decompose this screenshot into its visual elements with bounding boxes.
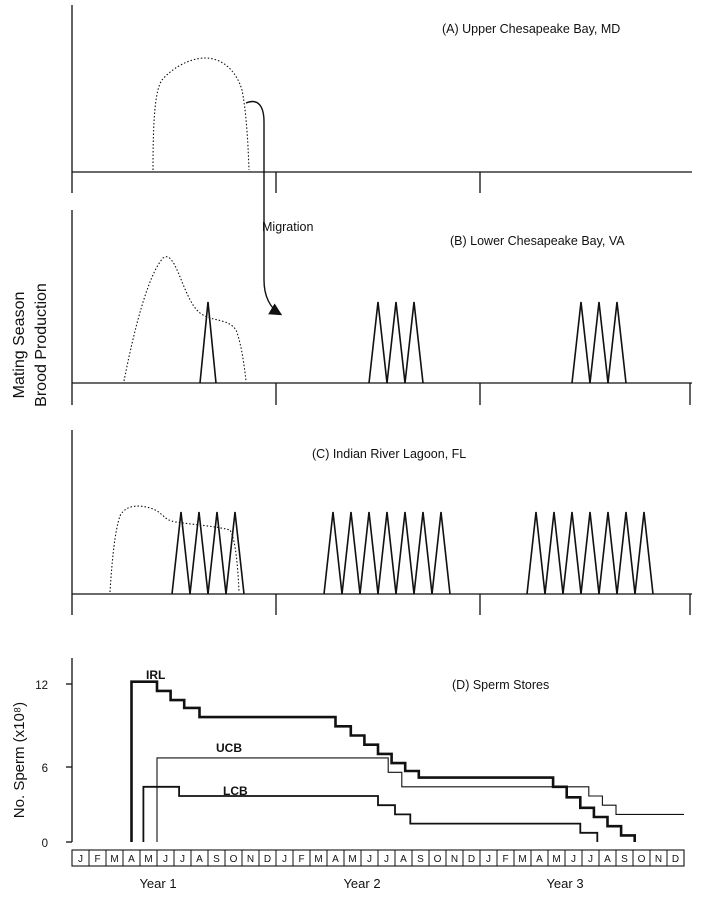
month-label: J [282, 854, 287, 865]
panel-b-title: (B) Lower Chesapeake Bay, VA [450, 234, 625, 248]
series-irl-label: IRL [146, 668, 165, 682]
panel-d-y-tick-label-6: 6 [42, 763, 48, 775]
month-ticks [88, 850, 668, 866]
month-label: O [434, 854, 442, 865]
migration-label: Migration [262, 220, 313, 234]
panel-c-brood-peak-y2-4 [377, 511, 397, 595]
panel-b-brood-peak-y3-3 [607, 301, 627, 384]
month-label: A [332, 854, 339, 865]
shared-ylabel-line2: Brood Production [33, 283, 50, 407]
panel-b-mating-season-curve [123, 256, 247, 382]
month-label: M [552, 854, 560, 865]
month-label: J [180, 854, 185, 865]
month-label: N [451, 854, 458, 865]
panel-c-brood-peak-y2-6 [413, 511, 433, 595]
month-label: A [400, 854, 407, 865]
panel-a: (A) Upper Chesapeake Bay, MD [71, 5, 692, 193]
month-label: O [230, 854, 238, 865]
migration-arrow [245, 100, 283, 316]
month-label: M [110, 854, 118, 865]
year-label-2: Year 2 [343, 876, 380, 891]
month-label: A [536, 854, 543, 865]
panel-d-ylabel: No. Sperm (x10⁸) [11, 702, 28, 818]
panel-c-brood-peak-y1-3 [207, 511, 227, 595]
series-lcb-label: LCB [223, 784, 248, 798]
series-ucb-label: UCB [216, 741, 242, 755]
panel-c-brood-peak-y2-2 [341, 511, 361, 595]
panel-c-title: (C) Indian River Lagoon, FL [312, 447, 466, 461]
panel-c-brood-peak-y2-3 [359, 511, 379, 595]
month-label: J [486, 854, 491, 865]
panel-b-brood-peak-y1-1 [199, 301, 217, 384]
year-label-3: Year 3 [546, 876, 583, 891]
month-label: M [348, 854, 356, 865]
series-ucb-line [156, 757, 684, 842]
month-label: A [604, 854, 611, 865]
month-label: F [94, 854, 100, 865]
panel-b-brood-peak-y2-3 [404, 301, 424, 384]
panel-c-brood-peak-y2-7 [431, 511, 451, 595]
panel-d-y-tick-label-12: 12 [35, 680, 48, 692]
panel-c-brood-peak-y3-6 [616, 511, 636, 595]
month-label: S [213, 854, 220, 865]
month-label: N [655, 854, 662, 865]
month-label: M [314, 854, 322, 865]
panel-a-title: (A) Upper Chesapeake Bay, MD [442, 22, 620, 36]
month-label: F [298, 854, 304, 865]
month-label: S [417, 854, 424, 865]
panel-c-brood-peak-y3-5 [598, 511, 618, 595]
series-lcb-line [142, 785, 599, 842]
month-label: J [163, 854, 168, 865]
panel-c: (C) Indian River Lagoon, FL [71, 430, 692, 615]
year-label-1: Year 1 [139, 876, 176, 891]
panel-c-brood-peak-y1-2 [189, 511, 209, 595]
panel-d: 12 6 0 No. Sperm (x10⁸) (D) Sperm Stores… [11, 658, 685, 891]
panel-b-brood-peak-y2-1 [368, 301, 388, 384]
panel-d-title: (D) Sperm Stores [452, 678, 549, 692]
month-label: J [367, 854, 372, 865]
month-label: A [196, 854, 203, 865]
month-label: M [518, 854, 526, 865]
panel-b: (B) Lower Chesapeake Bay, VA [71, 210, 692, 405]
panel-b-brood-peak-y2-2 [386, 301, 406, 384]
panel-c-mating-season-curve [109, 505, 240, 593]
panel-b-brood-peak-y3-2 [589, 301, 609, 384]
month-label: S [621, 854, 628, 865]
panel-c-brood-peak-y1-4 [225, 511, 245, 595]
month-label: J [384, 854, 389, 865]
panel-c-brood-peak-y3-4 [580, 511, 600, 595]
series-irl-line [130, 680, 636, 842]
month-label: D [672, 854, 679, 865]
month-label: N [247, 854, 254, 865]
month-label: D [264, 854, 271, 865]
panel-c-brood-peak-y3-2 [544, 511, 564, 595]
shared-ylabel-line1: Mating Season [11, 292, 28, 399]
month-label: J [588, 854, 593, 865]
month-label: F [502, 854, 508, 865]
panel-c-brood-peak-y3-7 [634, 511, 654, 595]
panel-b-brood-peak-y3-1 [571, 301, 591, 384]
panel-c-brood-peak-y3-3 [562, 511, 582, 595]
panel-c-brood-peak-y2-1 [323, 511, 343, 595]
panel-c-brood-peak-y1-1 [171, 511, 191, 595]
panel-a-mating-season-curve [152, 57, 250, 171]
panel-d-y-tick-label-0: 0 [42, 838, 48, 850]
panel-c-brood-peak-y2-5 [395, 511, 415, 595]
month-label: J [78, 854, 83, 865]
month-label: O [638, 854, 646, 865]
month-label: J [571, 854, 576, 865]
month-label: D [468, 854, 475, 865]
month-label: M [144, 854, 152, 865]
month-label: A [128, 854, 135, 865]
panel-c-brood-peak-y3-1 [526, 511, 546, 595]
